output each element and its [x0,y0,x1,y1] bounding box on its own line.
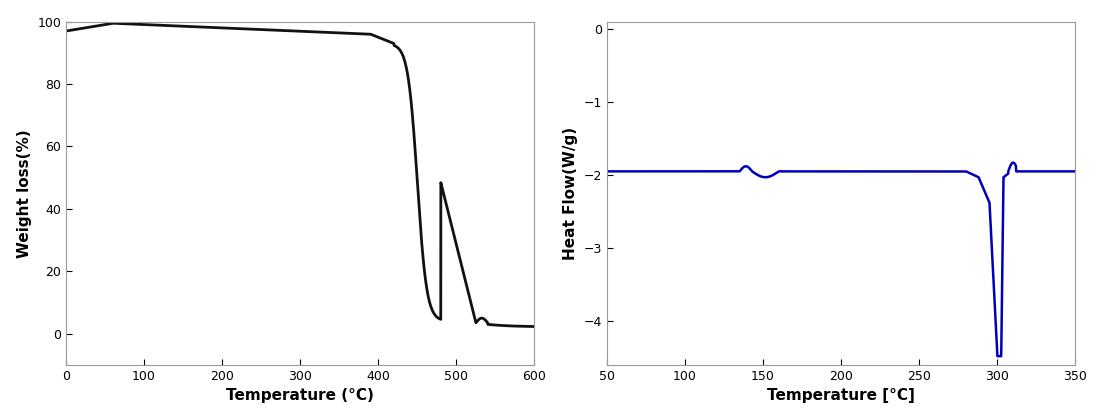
Y-axis label: Heat Flow(W/g): Heat Flow(W/g) [563,127,578,260]
Y-axis label: Weight loss(%): Weight loss(%) [17,129,32,257]
X-axis label: Temperature (°C): Temperature (°C) [226,388,374,403]
X-axis label: Temperature [°C]: Temperature [°C] [767,388,915,403]
